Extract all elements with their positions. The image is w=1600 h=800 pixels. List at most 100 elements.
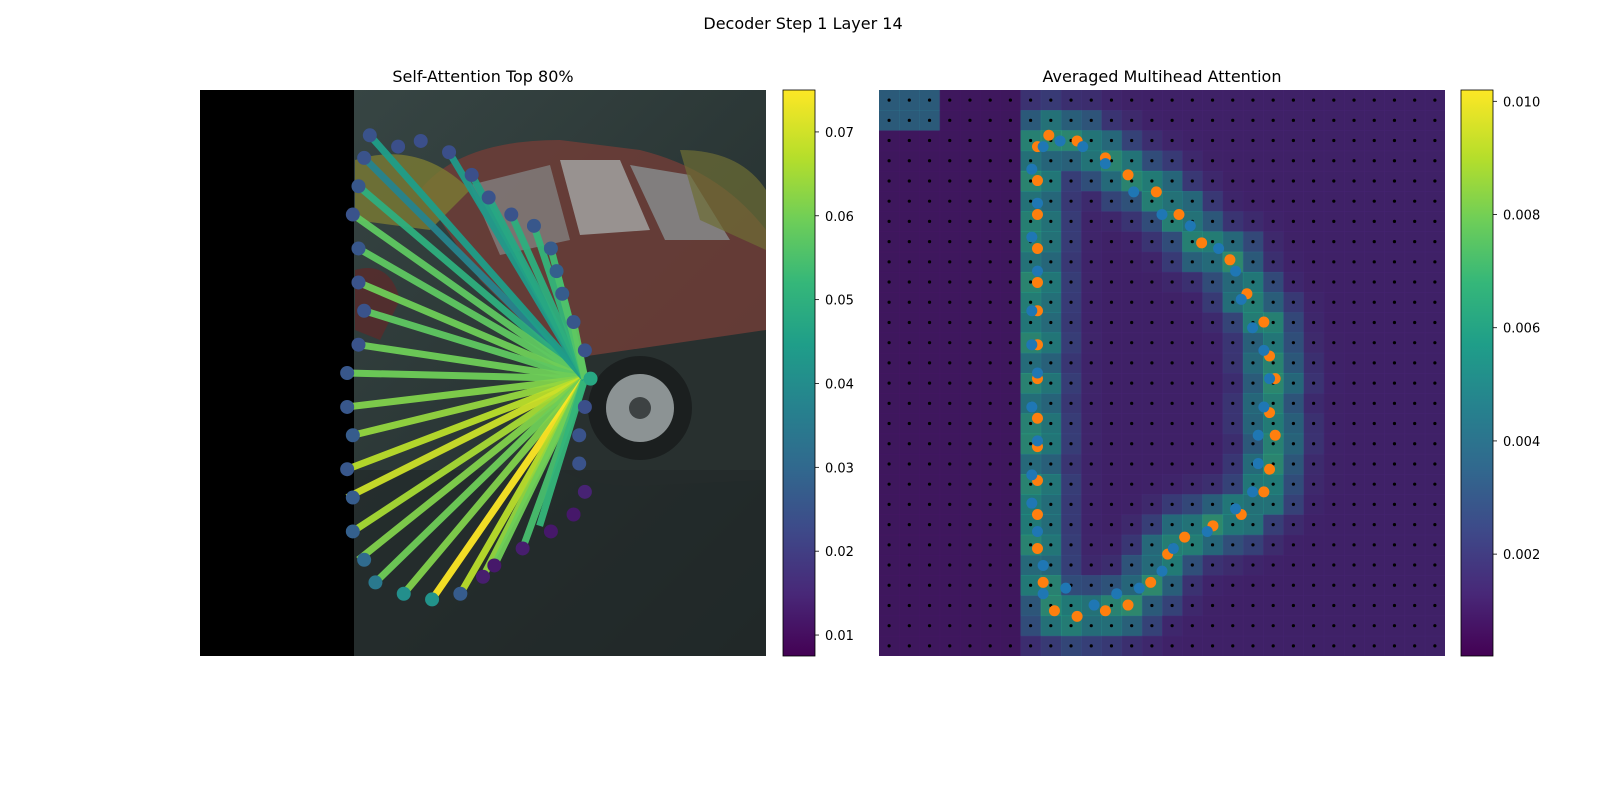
grid-dot [988,603,992,608]
grid-dot [1190,98,1194,102]
grid-dot [1352,361,1356,365]
grid-dot [948,502,952,506]
grid-dot [1150,199,1154,203]
attention-point [515,541,530,556]
grid-dot [1130,523,1134,527]
attention-point [368,575,383,590]
predicted-point [1252,458,1264,470]
grid-dot [1029,179,1033,183]
grid-dot [1312,219,1316,223]
grid-dot [1413,98,1417,102]
grid-dot [1069,179,1073,183]
grid-dot [1029,563,1033,567]
grid-dot [968,98,972,102]
grid-dot [1109,219,1114,223]
grid-dot [1413,583,1417,587]
grid-dot [988,118,992,122]
grid-dot [1170,381,1174,385]
grid-dot [887,462,891,466]
grid-dot [1089,523,1093,527]
grid-dot [1170,563,1174,567]
grid-dot [1170,320,1174,325]
grid-dot [1312,462,1316,466]
grid-dot [1150,260,1154,264]
self-attention-panel: Self-Attention Top 80% [200,67,766,656]
grid-dot [1372,320,1376,325]
grid-dot [968,644,972,648]
attention-line [351,375,586,439]
grid-dot [1190,583,1194,587]
grid-dot [1069,482,1073,486]
grid-dot [1392,179,1397,183]
multihead-attention-title: Averaged Multihead Attention [1043,67,1282,86]
grid-dot [1332,118,1336,122]
grid-dot [1210,179,1215,183]
grid-dot [1190,381,1194,385]
grid-dot [927,361,932,365]
grid-dot [1413,361,1417,365]
grid-dot [887,644,891,648]
grid-dot [1089,583,1093,587]
grid-dot [1190,482,1194,486]
grid-dot [1190,138,1194,143]
grid-dot [1332,199,1336,203]
grid-dot [1109,260,1114,264]
ground-truth-point [1099,605,1111,617]
grid-dot [1029,280,1033,284]
grid-dot [948,300,952,304]
grid-dot [1352,280,1356,284]
grid-dot [1210,442,1215,446]
grid-dot [1049,624,1053,628]
grid-dot [1413,138,1417,143]
grid-dot [1433,300,1437,304]
grid-dot [1271,361,1275,365]
grid-dot [1291,341,1295,345]
attention-point [425,592,440,607]
grid-dot [1332,179,1336,183]
grid-dot [1210,644,1215,648]
grid-dot [1312,138,1316,143]
grid-dot [1372,563,1376,567]
colorbar-tick-label: 0.006 [1503,322,1540,337]
grid-dot [1109,159,1114,163]
grid-dot [1130,583,1134,587]
predicted-point [1133,582,1145,594]
attention-line [350,211,587,382]
grid-dot [1190,341,1194,345]
figure-suptitle: Decoder Step 1 Layer 14 [703,14,902,33]
grid-dot [1372,199,1376,203]
grid-dot [948,199,952,203]
attention-point [362,128,377,143]
grid-dot [1109,523,1114,527]
grid-dot [887,260,891,264]
grid-dot [1049,502,1053,506]
grid-dot [927,381,932,385]
grid-dot [1332,159,1336,163]
grid-dot [907,381,911,385]
grid-dot [907,361,911,365]
predicted-point [1184,220,1196,232]
grid-dot [968,482,972,486]
grid-dot [1231,421,1235,426]
grid-dot [907,199,911,203]
grid-dot [927,320,932,325]
grid-dot [1008,502,1012,506]
grid-dot [1008,159,1012,163]
grid-dot [1130,482,1134,486]
grid-dot [1029,199,1033,203]
grid-dot [1089,624,1093,628]
grid-dot [1130,240,1134,244]
grid-dot [1372,260,1376,264]
grid-dot [1392,159,1397,163]
colorbar-tick-label: 0.002 [1503,548,1540,563]
grid-dot [1029,543,1033,547]
predicted-point [1156,565,1168,577]
grid-dot [1291,138,1295,143]
grid-dot [927,482,932,486]
grid-dot [1170,523,1174,527]
grid-dot [1109,543,1114,547]
grid-dot [907,421,911,426]
grid-dot [1251,644,1255,648]
attention-point [453,586,468,601]
grid-dot [1008,320,1012,325]
